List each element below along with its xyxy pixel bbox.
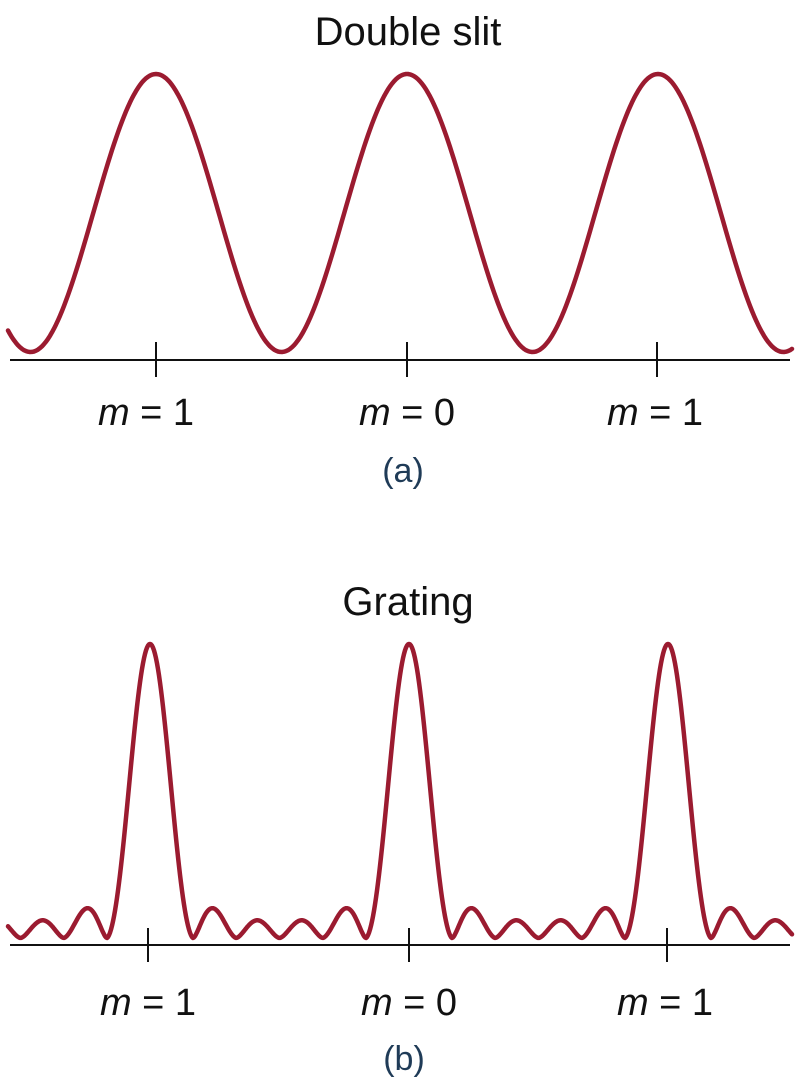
double-slit-order-label-right: m = 1 [607,392,703,434]
grating-order-label-right: m = 1 [617,982,713,1024]
double-slit-order-label-left: m = 1 [98,392,194,434]
grating-caption: (b) [383,1040,425,1078]
grating-panel: Grating m = 1 m = 0 m = 1 (b) [0,560,800,1084]
grating-diagram: Grating m = 1 m = 0 m = 1 (b) [5,580,795,1078]
double-slit-intensity-curve [5,71,795,355]
double-slit-caption: (a) [382,452,424,490]
double-slit-diagram: Double slit m = 1 m = 0 m = 1 (a) [5,10,795,490]
grating-intensity-curve [5,641,795,941]
double-slit-order-label-center: m = 0 [359,392,455,434]
grating-order-label-center: m = 0 [361,982,457,1024]
grating-order-label-left: m = 1 [100,982,196,1024]
grating-title: Grating [342,580,473,624]
double-slit-panel: Double slit m = 1 m = 0 m = 1 (a) [0,0,800,520]
double-slit-title: Double slit [315,10,502,54]
